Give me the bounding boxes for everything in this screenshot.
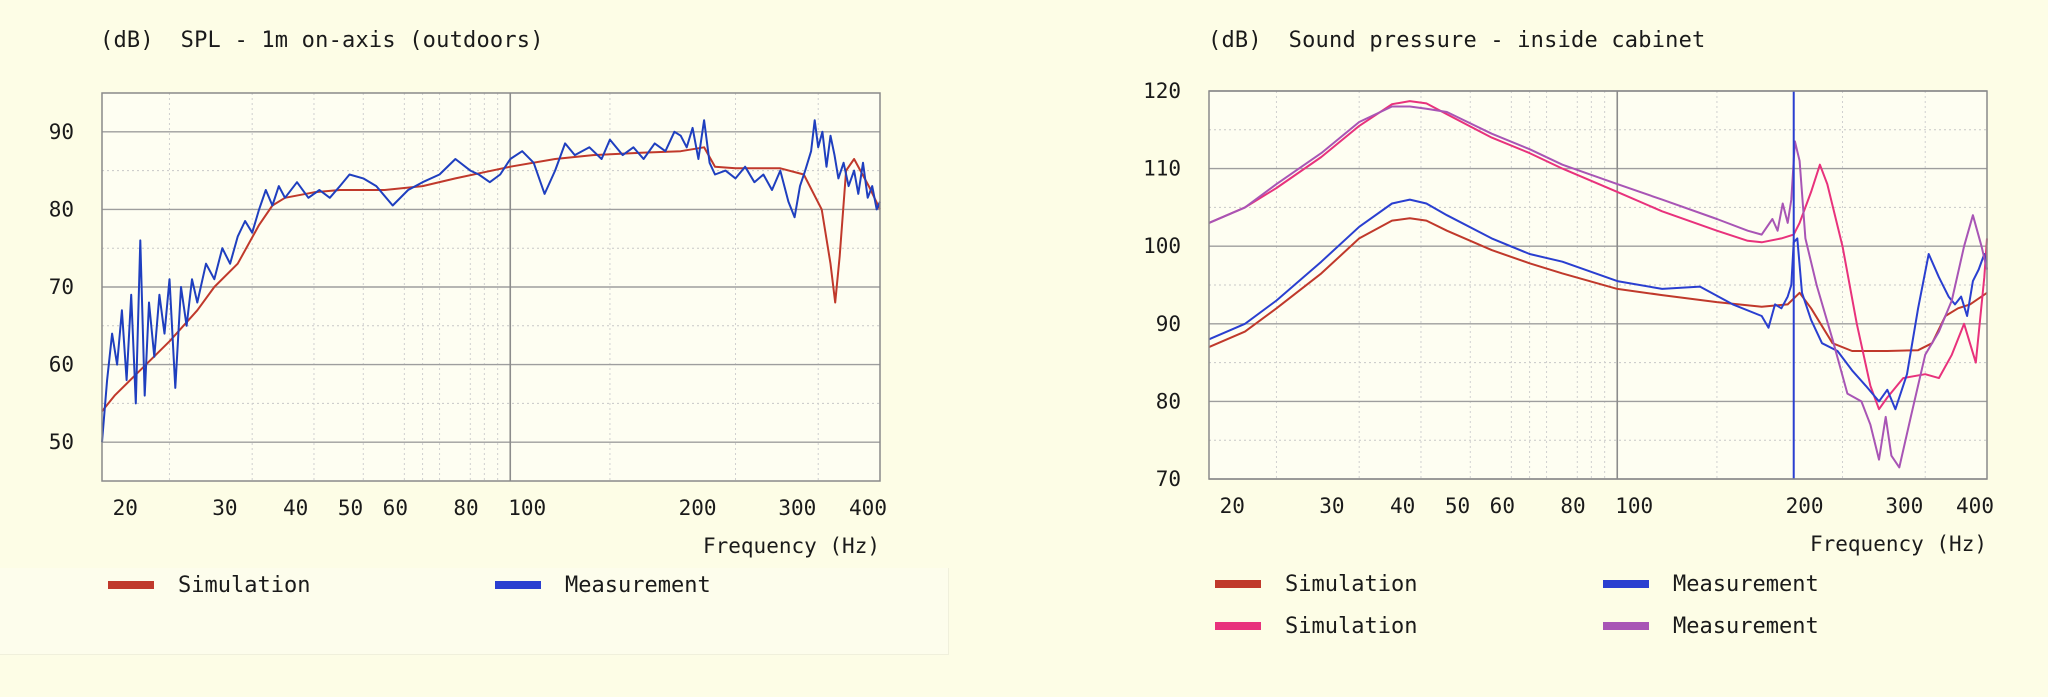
legend-item-right-measurement-2: Measurement — [1603, 609, 1819, 643]
left-y-tick-label: 50 — [49, 430, 74, 454]
left-legend-panel — [0, 568, 949, 655]
right-x-tick-label: 400 — [1956, 494, 1994, 518]
right-x-tick-label: 30 — [1319, 494, 1344, 518]
right-y-tick-label: 80 — [1156, 389, 1181, 413]
right-y-tick-label: 110 — [1143, 157, 1181, 181]
legend-item-left-measurement: Measurement — [495, 568, 711, 602]
legend-item-right-measurement-1: Measurement — [1603, 567, 1819, 601]
left-x-tick-label: 300 — [778, 496, 816, 520]
right-x-tick-label: 60 — [1490, 494, 1515, 518]
left-y-tick-label: 90 — [49, 120, 74, 144]
left-x-tick-label: 50 — [338, 496, 363, 520]
left-plot-border — [101, 92, 881, 482]
right-x-tick-label: 100 — [1615, 494, 1653, 518]
right-x-tick-label: 50 — [1445, 494, 1470, 518]
left-x-tick-label: 60 — [383, 496, 408, 520]
legend-swatch — [108, 581, 154, 589]
right-x-tick-label: 20 — [1220, 494, 1245, 518]
left-x-tick-label: 100 — [508, 496, 546, 520]
left-x-tick-label: 200 — [679, 496, 717, 520]
legend-item-left-simulation: Simulation — [108, 568, 310, 602]
legend-label: Simulation — [1285, 571, 1418, 597]
legend-item-right-simulation-2: Simulation — [1215, 609, 1417, 643]
chart-title-left: (dB) SPL - 1m on-axis (outdoors) — [100, 28, 544, 53]
legend-swatch — [1603, 622, 1649, 630]
legend-swatch — [1215, 580, 1261, 588]
left-y-tick-label: 60 — [49, 353, 74, 377]
left-x-tick-label: 80 — [453, 496, 478, 520]
left-x-axis-label: Frequency (Hz) — [703, 534, 880, 558]
legend-label: Measurement — [565, 572, 711, 598]
left-y-tick-label: 70 — [49, 275, 74, 299]
legend-swatch — [1215, 622, 1261, 630]
right-series-1-simulation — [1208, 100, 1988, 411]
chart-title-right: (dB) Sound pressure - inside cabinet — [1208, 28, 1706, 53]
right-plot-area — [1209, 91, 1987, 479]
legend-label: Measurement — [1673, 571, 1819, 597]
left-x-tick-label: 40 — [283, 496, 308, 520]
legend-swatch — [1603, 580, 1649, 588]
right-y-tick-label: 100 — [1143, 234, 1181, 258]
right-y-tick-label: 90 — [1156, 312, 1181, 336]
right-x-tick-label: 300 — [1885, 494, 1923, 518]
right-y-tick-label: 120 — [1143, 79, 1181, 103]
left-y-tick-label: 80 — [49, 197, 74, 221]
left-x-tick-label: 30 — [212, 496, 237, 520]
legend-item-right-simulation-1: Simulation — [1215, 567, 1417, 601]
legend-swatch — [495, 581, 541, 589]
right-y-tick-label: 70 — [1156, 467, 1181, 491]
right-x-tick-label: 200 — [1786, 494, 1824, 518]
legend-label: Simulation — [1285, 613, 1418, 639]
legend-label: Measurement — [1673, 613, 1819, 639]
right-series-3-measurement — [1208, 105, 1988, 469]
right-plot-border — [1208, 90, 1988, 480]
right-x-tick-label: 40 — [1390, 494, 1415, 518]
right-x-tick-label: 80 — [1560, 494, 1585, 518]
right-x-axis-label: Frequency (Hz) — [1810, 532, 1987, 556]
left-series-1-measurement — [101, 119, 881, 443]
left-x-tick-label: 20 — [113, 496, 138, 520]
left-x-tick-label: 400 — [849, 496, 887, 520]
legend-label: Simulation — [178, 572, 311, 598]
